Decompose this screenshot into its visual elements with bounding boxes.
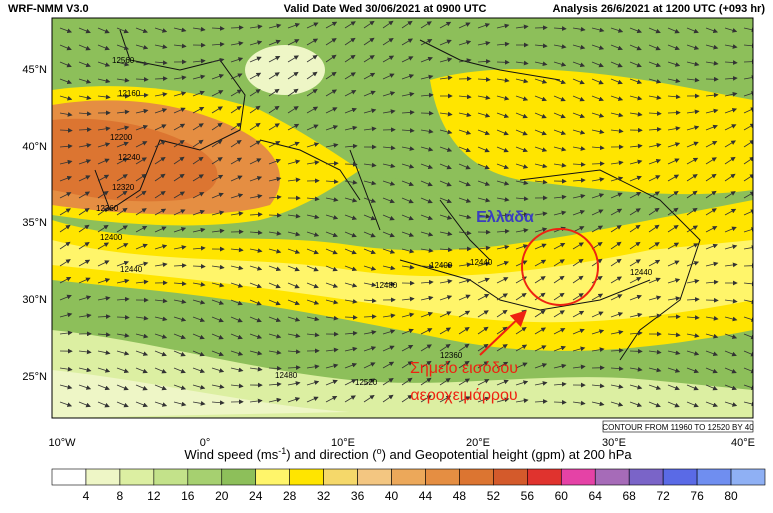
country-label: Ελλάδα (476, 209, 534, 226)
colorbar-swatch (222, 469, 256, 485)
colorbar-swatch (290, 469, 324, 485)
lon-label: 40°E (731, 437, 755, 449)
contour-label: 12160 (118, 89, 141, 98)
contour-label: 12560 (112, 56, 135, 65)
colorbar-label: 48 (453, 489, 467, 503)
colorbar-swatch (52, 469, 86, 485)
colorbar-label: 80 (724, 489, 738, 503)
contour-label: 12200 (110, 133, 133, 142)
colorbar-label: 52 (487, 489, 501, 503)
colorbar-label: 68 (623, 489, 637, 503)
annotation-text: αεροχειμάρρου (410, 387, 517, 404)
analysis-date: Analysis 26/6/2021 at 1200 UTC (+093 hr) (553, 3, 766, 15)
wind-arrow (554, 402, 566, 403)
contour-note: CONTOUR FROM 11960 TO 12520 BY 40 (602, 423, 754, 432)
colorbar-label: 40 (385, 489, 399, 503)
contour-label: 12440 (470, 258, 493, 267)
colorbar-label: 44 (419, 489, 433, 503)
colorbar-swatch (86, 469, 120, 485)
contour-label: 12480 (275, 371, 298, 380)
wind-arrow (193, 266, 205, 267)
colorbar-swatch (493, 469, 527, 485)
colorbar-swatch (392, 469, 426, 485)
model-name: WRF-NMM V3.0 (8, 3, 89, 15)
lat-labels: 45°N 40°N 35°N 30°N 25°N (22, 64, 47, 383)
contour-label: 12360 (440, 351, 463, 360)
colorbar-swatch (527, 469, 561, 485)
wind-arrow (592, 163, 604, 164)
colorbar-label: 72 (656, 489, 670, 503)
colorbar-swatch (561, 469, 595, 485)
contour-label: 12440 (120, 265, 143, 274)
colorbar-swatch (425, 469, 459, 485)
map-field: 12560 12160 12200 12240 12320 12360 12400 12440… (52, 18, 756, 418)
colorbar-swatch (595, 469, 629, 485)
lat-label: 25°N (22, 371, 47, 383)
contour-label: 12320 (112, 183, 135, 192)
colorbar-label: 28 (283, 489, 297, 503)
lat-label: 45°N (22, 64, 47, 76)
contour-label: 12400 (430, 261, 453, 270)
lat-label: 40°N (22, 141, 47, 153)
colorbar-swatch (731, 469, 765, 485)
contour-label: 12360 (96, 204, 119, 213)
colorbar-swatch (459, 469, 493, 485)
colorbar-swatch (188, 469, 222, 485)
colorbar-swatch (120, 469, 154, 485)
colorbar-label: 56 (521, 489, 535, 503)
contour-label: 12520 (355, 378, 378, 387)
colorbar-label: 16 (181, 489, 195, 503)
colorbar-label: 4 (83, 489, 90, 503)
colorbar-swatch (324, 469, 358, 485)
colorbar-swatch (663, 469, 697, 485)
colorbar-label: 12 (147, 489, 161, 503)
colorbar-label: 32 (317, 489, 331, 503)
annotation-text: Σημείο εισόδου (410, 360, 518, 377)
colorbar-label: 64 (589, 489, 603, 503)
colorbar-label: 8 (117, 489, 124, 503)
wind-arrow (269, 215, 281, 216)
contour-label: 12480 (375, 281, 398, 290)
colorbar-swatch (697, 469, 731, 485)
wind-arrow (231, 27, 243, 28)
colorbar-swatch (629, 469, 663, 485)
caption: Wind speed (ms-1) and direction (o) and … (184, 446, 632, 462)
lon-label: 10°W (48, 437, 76, 449)
colorbar-label: 24 (249, 489, 263, 503)
colorbar-label: 76 (690, 489, 704, 503)
lat-label: 35°N (22, 217, 47, 229)
contour-label: 12440 (630, 268, 653, 277)
colorbar-swatch (154, 469, 188, 485)
contour-label: 12400 (100, 233, 123, 242)
colorbar-label: 20 (215, 489, 229, 503)
contour-label: 12240 (118, 153, 141, 162)
colorbar-swatch (358, 469, 392, 485)
colorbar-label: 60 (555, 489, 569, 503)
colorbar-swatch (256, 469, 290, 485)
valid-date: Valid Date Wed 30/06/2021 at 0900 UTC (284, 3, 487, 15)
colorbar-label: 36 (351, 489, 365, 503)
lat-label: 30°N (22, 294, 47, 306)
